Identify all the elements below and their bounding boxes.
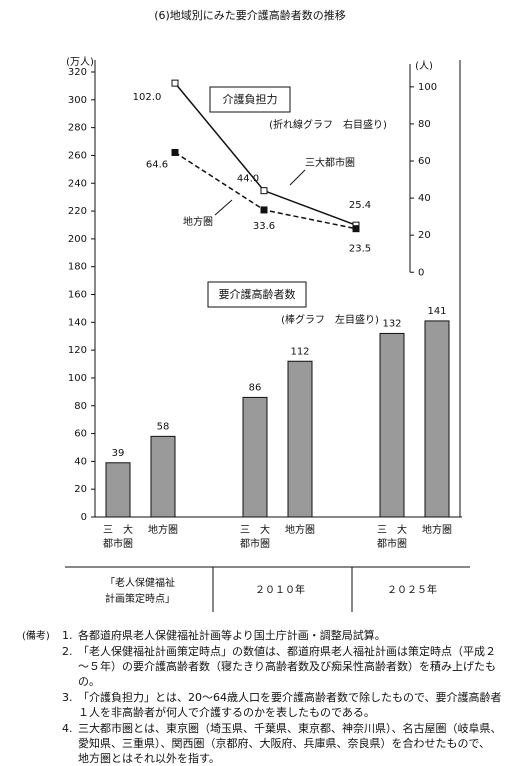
note-line: 愛知県、三重県）、関西圏（京都府、大阪府、兵庫県、奈良県）を合わせたもので、 (78, 736, 490, 750)
line-value-label: 23.5 (349, 244, 371, 255)
y-tick-label: 160 (68, 290, 87, 301)
bar-value-label: 132 (382, 318, 401, 329)
bar-value-label: 86 (249, 382, 262, 393)
note-line: ～５年）の要介護高齢者数（寝たきり高齢者数及び痴呆性高齢者数）を積み上げたも (78, 659, 496, 673)
annotation: (棒グラフ 左目盛り) (281, 313, 379, 326)
line-marker (260, 206, 268, 214)
y-tick-label: 40 (74, 456, 87, 467)
bar-value-label: 58 (157, 421, 170, 432)
note-number: 2. (62, 645, 73, 658)
annotation-box (209, 86, 291, 113)
annotation: (折れ線グラフ 右目盛り) (269, 118, 387, 131)
bar-category-label: 地方圏 (148, 523, 178, 536)
bar (379, 332, 405, 518)
y2-tick-label: 0 (418, 267, 424, 278)
group-label: ２０１０年 (255, 583, 305, 596)
y-tick-label: 0 (81, 512, 87, 523)
y-tick-label: 300 (68, 95, 87, 106)
note-number: 4. (62, 722, 73, 735)
y-tick-label: 240 (68, 178, 87, 189)
chart-title: (6)地域別にみた要介護高齢者数の推移 (154, 8, 346, 22)
bar (287, 360, 313, 518)
bar-category-label: 三 大 (240, 523, 270, 536)
note-line: 「介護負担力」とは、20～64歳人口を要介護高齢者数で除したもので、要介護高齢者 (78, 690, 502, 704)
annotation: 要介護高齢者数 (219, 287, 296, 301)
y2-tick-label: 80 (418, 119, 431, 130)
note-line: の。 (78, 675, 100, 688)
line-marker (171, 79, 179, 87)
note-line: 地方圏とはそれ以外を指す。 (78, 751, 220, 765)
y-tick-label: 220 (68, 206, 87, 217)
annotation: 介護負担力 (223, 92, 278, 106)
line-marker (352, 225, 360, 233)
line-marker (260, 187, 268, 195)
annotation-box (207, 281, 307, 308)
bar-category-label: 地方圏 (285, 523, 315, 536)
group-label: ２０２５年 (387, 583, 437, 596)
line-value-label: 33.6 (253, 221, 275, 232)
bar (105, 462, 131, 518)
notes-heading: (備考) (22, 629, 50, 642)
note-line: １人を非高齢者が何人で介護するのかを表したものである。 (78, 705, 375, 719)
line-value-label: 102.0 (133, 92, 162, 103)
y2-tick-label: 60 (418, 156, 431, 167)
y-tick-label: 320 (68, 67, 87, 78)
line-series-label: 地方圏 (183, 215, 213, 228)
bar-category-label: 都市圏 (377, 537, 407, 550)
bar (242, 396, 268, 518)
y2-tick-label: 100 (418, 82, 437, 93)
bar (424, 320, 450, 518)
y-tick-label: 180 (68, 262, 87, 273)
note-line: 三大都市圏とは、東京圏（埼玉県、千葉県、東京都、神奈川県）、名古屋圏（岐阜県、 (78, 721, 502, 735)
y-tick-label: 200 (68, 234, 87, 245)
y-tick-label: 260 (68, 150, 87, 161)
group-label: 計画策定時点」 (105, 592, 175, 605)
bar (150, 435, 176, 518)
y-tick-label: 80 (74, 401, 87, 412)
y2-tick-label: 20 (418, 230, 431, 241)
group-label: 「老人保健福祉 (105, 576, 175, 589)
line-marker (171, 148, 179, 156)
y-tick-label: 60 (74, 429, 87, 440)
note-line: 各都道府県老人保健福祉計画等より国土庁計画・調整局試算。 (78, 628, 386, 642)
bar-category-label: 地方圏 (422, 523, 452, 536)
y-axis-label: (万人) (66, 56, 94, 68)
y-tick-label: 120 (68, 345, 87, 356)
y-tick-label: 20 (74, 484, 87, 495)
y-tick-label: 280 (68, 123, 87, 134)
line-series-label: 三大都市圏 (305, 156, 355, 169)
y2-axis-label: (人) (415, 60, 433, 72)
line-value-label: 25.4 (349, 200, 371, 211)
note-number: 3. (62, 691, 73, 704)
pointer-arrow (214, 199, 233, 216)
bar-value-label: 39 (112, 448, 125, 459)
y-tick-label: 140 (68, 317, 87, 328)
note-line: 「老人保健福祉計画策定時点」の数値は、都道府県老人福祉計画は策定時点（平成２ (78, 644, 496, 658)
line-value-label: 64.6 (146, 159, 168, 170)
y-tick-label: 100 (68, 373, 87, 384)
bar-value-label: 112 (290, 346, 309, 357)
note-number: 1. (62, 629, 73, 642)
y2-tick-label: 40 (418, 193, 431, 204)
line-value-label: 44.0 (237, 174, 259, 185)
bar-category-label: 三 大 (377, 523, 407, 536)
bar-category-label: 三 大 (103, 523, 133, 536)
bar-category-label: 都市圏 (103, 537, 133, 550)
pointer-arrow (289, 169, 306, 186)
bar-value-label: 141 (427, 306, 446, 317)
bar-category-label: 都市圏 (240, 537, 270, 550)
